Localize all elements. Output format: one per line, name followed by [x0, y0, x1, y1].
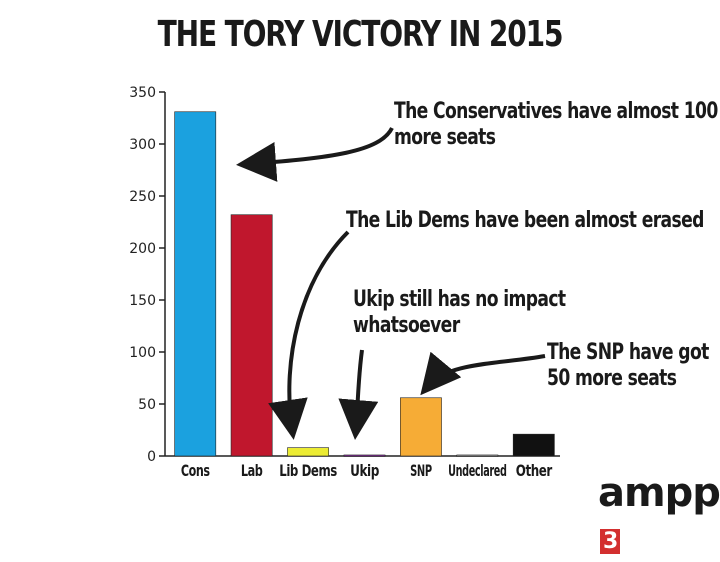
annotation-ukip: Ukip still has no impact whatsoever [353, 287, 566, 339]
x-tick-label: Undeclared [448, 461, 507, 480]
y-tick-label: 250 [129, 189, 156, 205]
x-tick-label: Lab [241, 461, 263, 480]
arrow-ukip [338, 349, 379, 440]
annotation-snp-line-2: 50 more seats [547, 366, 677, 391]
y-tick-label: 200 [129, 241, 156, 257]
bars: Cons Lab Lib Dems Ukip SNP Undeclared Other [174, 111, 555, 480]
annotation-cons-line-2: more seats [394, 125, 496, 150]
annotation-ukip-line-2: whatsoever [353, 313, 460, 338]
arrow-snp [420, 351, 546, 396]
x-tick-label: SNP [410, 461, 432, 480]
annotation-ukip-line-1: Ukip still has no impact [353, 287, 566, 312]
annotation-libdems-line-1: The Lib Dems have been almost erased [346, 208, 704, 233]
publisher-logo: ampp 3 [598, 470, 720, 562]
annotation-libdems: The Lib Dems have been almost erased [346, 208, 704, 234]
x-tick-label: Cons [181, 461, 210, 480]
x-tick-label: Lib Dems [279, 461, 337, 480]
arrow-libdems [268, 230, 350, 440]
arrow-cons [236, 126, 394, 182]
annotation-snp-line-1: The SNP have got [547, 340, 709, 365]
bar-cons [174, 111, 217, 457]
bar-chart: 0 50 100 150 200 250 300 350 Cons Lab Lib Dems Uki… [129, 85, 560, 480]
y-tick-label: 350 [129, 85, 156, 101]
y-tick-label: 100 [129, 345, 156, 361]
annotation-cons: The Conservatives have almost 100 more s… [394, 99, 718, 151]
y-tick-label: 50 [138, 397, 156, 413]
logo-accent: 3 [600, 528, 621, 554]
y-tick-label: 0 [147, 449, 156, 465]
x-tick-label: Other [516, 461, 553, 480]
annotation-cons-line-1: The Conservatives have almost 100 [394, 99, 718, 124]
chart-title: THE TORY VICTORY IN 2015 [157, 14, 564, 55]
bar-ukip [343, 454, 386, 457]
bar-undeclared [456, 454, 499, 457]
y-tick-label: 150 [129, 293, 156, 309]
bar-lab [230, 214, 273, 457]
y-tick-label: 300 [129, 137, 156, 153]
bar-snp [400, 397, 442, 457]
bar-lib-dems [287, 447, 329, 457]
x-tick-label: Ukip [350, 461, 379, 480]
annotation-snp: The SNP have got 50 more seats [547, 340, 709, 392]
annotation-arrows [236, 126, 546, 440]
logo-text: ampp [598, 470, 720, 516]
bar-other [512, 433, 555, 457]
